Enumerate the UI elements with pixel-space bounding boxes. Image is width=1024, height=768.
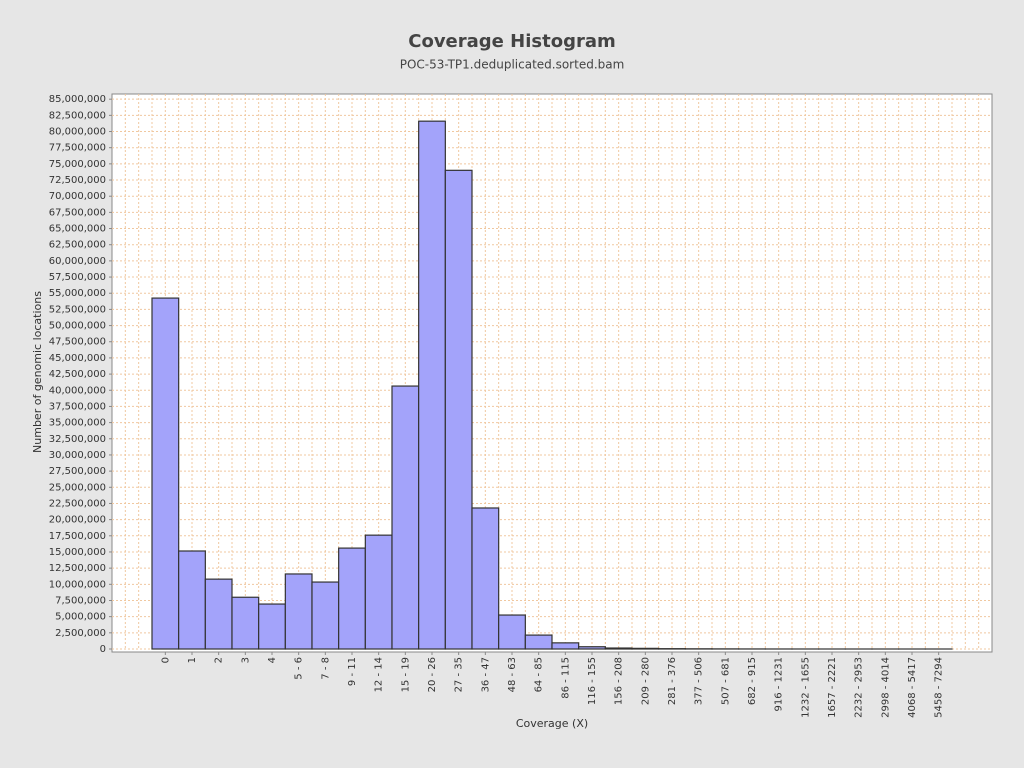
bar	[471, 507, 500, 650]
bar	[604, 647, 633, 650]
bar	[178, 550, 206, 650]
x-tick-label: 156 - 208	[614, 657, 625, 705]
y-tick-label: 2,500,000	[55, 628, 106, 639]
bar	[284, 573, 313, 650]
x-tick-label: 27 - 35	[454, 657, 465, 692]
chart-subtitle: POC-53-TP1.deduplicated.sorted.bam	[400, 58, 625, 72]
y-tick-label: 85,000,000	[49, 94, 106, 105]
y-tick-label: 10,000,000	[49, 579, 106, 590]
x-tick-label: 0	[160, 657, 171, 663]
y-tick-label: 30,000,000	[49, 450, 106, 461]
x-tick-label: 2	[214, 657, 225, 663]
x-tick-label: 4	[267, 657, 278, 663]
y-tick-label: 45,000,000	[49, 353, 106, 364]
y-tick-label: 62,500,000	[49, 240, 106, 251]
bar	[258, 603, 286, 650]
y-tick-label: 22,500,000	[49, 498, 106, 509]
y-tick-label: 27,500,000	[49, 466, 106, 477]
x-tick-label: 377 - 506	[694, 657, 705, 705]
bar	[578, 646, 606, 650]
x-tick-label: 507 - 681	[720, 657, 731, 705]
y-tick-label: 77,500,000	[49, 143, 106, 154]
x-tick-label: 12 - 14	[374, 657, 385, 692]
x-tick-label: 5458 - 7294	[934, 657, 945, 718]
x-tick-label: 20 - 26	[427, 657, 438, 692]
y-tick-label: 15,000,000	[49, 547, 106, 558]
x-tick-label: 1657 - 2221	[827, 657, 838, 718]
bar	[391, 385, 420, 650]
y-tick-label: 60,000,000	[49, 256, 106, 267]
y-tick-label: 7,500,000	[55, 595, 106, 606]
y-tick-label: 82,500,000	[49, 110, 106, 121]
x-tick-label: 5 - 6	[294, 657, 305, 680]
y-tick-label: 5,000,000	[55, 612, 106, 623]
x-tick-label: 7 - 8	[320, 657, 331, 680]
x-tick-label: 2998 - 4014	[880, 657, 891, 718]
y-tick-label: 80,000,000	[49, 127, 106, 138]
x-tick-label: 86 - 115	[560, 657, 571, 699]
bar	[631, 647, 660, 650]
y-tick-label: 52,500,000	[49, 304, 106, 315]
y-tick-label: 12,500,000	[49, 563, 106, 574]
y-tick-label: 55,000,000	[49, 288, 106, 299]
bar	[551, 642, 580, 650]
bar	[498, 614, 526, 650]
bar	[524, 634, 553, 650]
x-tick-label: 48 - 63	[507, 657, 518, 692]
y-tick-label: 40,000,000	[49, 385, 106, 396]
x-tick-label: 1232 - 1655	[800, 657, 811, 718]
y-tick-label: 42,500,000	[49, 369, 106, 380]
x-tick-label: 64 - 85	[534, 657, 545, 692]
bar	[204, 578, 233, 650]
x-tick-label: 3	[240, 657, 251, 663]
x-tick-label: 2232 - 2953	[854, 657, 865, 718]
bar	[151, 297, 180, 650]
bar	[444, 169, 473, 650]
bar	[338, 547, 366, 650]
x-tick-label: 9 - 11	[347, 657, 358, 686]
x-tick-label: 1	[187, 657, 198, 663]
y-tick-label: 20,000,000	[49, 515, 106, 526]
y-tick-label: 65,000,000	[49, 224, 106, 235]
y-tick-label: 32,500,000	[49, 434, 106, 445]
y-tick-label: 70,000,000	[49, 191, 106, 202]
y-tick-label: 47,500,000	[49, 337, 106, 348]
x-tick-label: 4068 - 5417	[907, 657, 918, 718]
y-tick-label: 35,000,000	[49, 418, 106, 429]
x-axis-label: Coverage (X)	[516, 717, 588, 730]
bar	[311, 581, 340, 650]
y-tick-label: 0	[100, 644, 106, 655]
x-tick-label: 116 - 155	[587, 657, 598, 705]
y-tick-label: 50,000,000	[49, 321, 106, 332]
x-tick-label: 36 - 47	[480, 657, 491, 692]
y-tick-label: 25,000,000	[49, 482, 106, 493]
bar	[364, 534, 393, 650]
x-tick-label: 281 - 376	[667, 657, 678, 705]
y-tick-label: 57,500,000	[49, 272, 106, 283]
x-tick-label: 209 - 280	[640, 657, 651, 705]
chart-title: Coverage Histogram	[408, 31, 615, 52]
x-tick-label: 916 - 1231	[774, 657, 785, 712]
y-tick-label: 17,500,000	[49, 531, 106, 542]
x-tick-label: 15 - 19	[400, 657, 411, 692]
y-tick-label: 67,500,000	[49, 207, 106, 218]
y-axis-label: Number of genomic locations	[31, 291, 44, 453]
y-tick-label: 37,500,000	[49, 401, 106, 412]
y-tick-label: 75,000,000	[49, 159, 106, 170]
bar	[231, 596, 260, 650]
x-tick-label: 682 - 915	[747, 657, 758, 705]
y-tick-label: 72,500,000	[49, 175, 106, 186]
bar	[418, 120, 446, 650]
